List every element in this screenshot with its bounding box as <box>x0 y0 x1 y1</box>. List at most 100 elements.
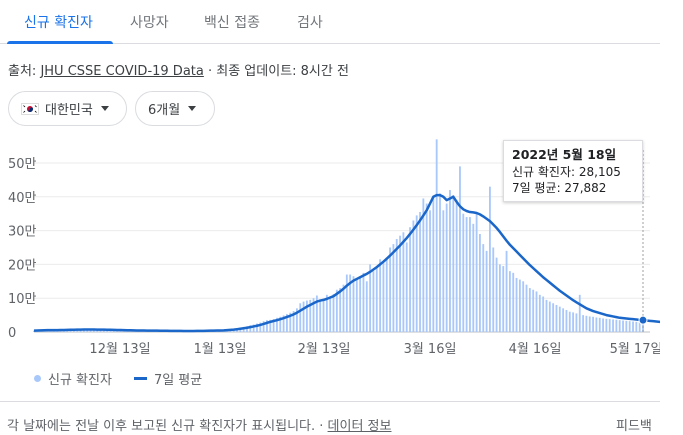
tab-deaths[interactable]: 사망자 <box>130 15 169 31</box>
case-bar <box>612 319 614 332</box>
case-bar <box>578 294 581 332</box>
period-dropdown[interactable]: 6개월 <box>135 91 215 126</box>
case-bar <box>249 325 252 332</box>
case-bar <box>352 276 355 332</box>
case-bar <box>282 315 285 332</box>
case-bar <box>325 294 328 332</box>
case-bar <box>522 281 525 332</box>
case-bar <box>272 319 275 332</box>
region-dropdown[interactable]: 대한민국 <box>8 91 127 126</box>
case-bar <box>588 316 591 332</box>
case-bar <box>568 311 571 332</box>
chart-legend: 신규 확진자 7일 평균 <box>34 369 202 388</box>
case-bar <box>252 324 255 332</box>
tab-tests[interactable]: 검사 <box>297 15 323 31</box>
case-bar <box>422 198 425 332</box>
x-tick-label: 12월 13일 <box>89 342 150 357</box>
case-bar <box>618 320 621 332</box>
footer-divider <box>0 401 660 402</box>
case-bar <box>469 217 471 332</box>
case-bar <box>345 274 348 332</box>
case-bar <box>89 329 92 332</box>
case-bar <box>362 272 365 332</box>
y-tick-label: 40만 <box>8 191 37 206</box>
case-bar <box>545 299 548 332</box>
case-bar <box>246 326 248 332</box>
case-bar <box>505 250 508 332</box>
korea-flag-icon <box>21 102 39 115</box>
tab-bar: 신규 확진자 사망자 백신 접종 검사 <box>0 0 660 44</box>
case-bar <box>535 291 538 332</box>
case-bar <box>452 195 455 332</box>
case-bar <box>279 316 282 332</box>
case-bar <box>592 316 594 332</box>
case-bar <box>598 317 601 332</box>
case-bar <box>562 308 565 332</box>
tooltip-date: 2022년 5월 18일 <box>512 147 617 162</box>
cases-chart[interactable]: 0 10만 20만 30만 40만 50만 12월 13일 1월 13일 2월 13일 3월 16… <box>0 130 660 360</box>
tooltip-average: 7일 평균: 27,882 <box>512 181 607 195</box>
tab-vaccinations[interactable]: 백신 접종 <box>204 15 260 31</box>
case-bar <box>585 315 588 332</box>
case-bar <box>605 318 608 332</box>
x-tick-label: 5월 17일 <box>610 342 660 357</box>
case-bar <box>635 321 638 332</box>
case-bar <box>302 301 305 332</box>
y-tick-label: 30만 <box>8 225 37 240</box>
case-bar <box>482 244 485 332</box>
source-line: 출처: JHU CSSE COVID-19 Data · 최종 업데이트: 8시… <box>8 60 349 79</box>
case-bar <box>628 321 631 332</box>
case-bar <box>319 301 322 332</box>
case-bar <box>435 139 438 332</box>
case-bar <box>342 284 345 332</box>
case-bar <box>299 303 302 332</box>
case-bar <box>638 322 641 332</box>
tab-new-cases[interactable]: 신규 확진자 <box>24 15 93 31</box>
case-bar <box>295 308 298 332</box>
case-bar <box>382 262 385 332</box>
case-bar <box>615 319 618 332</box>
case-bar <box>459 166 461 332</box>
case-bar <box>375 267 378 332</box>
case-bar <box>608 319 611 332</box>
y-tick-label: 0 <box>8 326 16 341</box>
case-bar <box>269 319 272 332</box>
case-bar <box>372 271 375 332</box>
source-link[interactable]: JHU CSSE COVID-19 Data <box>40 64 204 79</box>
case-bar <box>622 320 624 332</box>
case-bar <box>395 239 398 332</box>
case-bar <box>518 279 521 332</box>
case-bar <box>289 312 292 332</box>
active-tab-indicator <box>7 41 113 44</box>
case-bar <box>33 330 35 332</box>
case-bar <box>582 315 585 332</box>
case-bar <box>528 288 531 332</box>
case-bar <box>425 203 428 332</box>
case-bar <box>259 322 262 332</box>
case-bar <box>355 277 358 332</box>
case-bar <box>449 190 451 332</box>
legend-line-label: 7일 평균 <box>153 373 203 388</box>
case-bar <box>475 213 478 332</box>
case-bar <box>575 313 578 332</box>
case-bar <box>359 276 362 332</box>
update-info: · 최종 업데이트: 8시간 전 <box>203 64 349 79</box>
x-tick-label: 2월 13일 <box>298 342 351 357</box>
case-bar <box>489 186 491 332</box>
hover-point <box>638 315 648 325</box>
feedback-link[interactable]: 피드백 <box>616 419 652 434</box>
case-bar <box>625 320 628 332</box>
case-bar <box>479 233 481 332</box>
x-tick-label: 1월 13일 <box>194 342 247 357</box>
case-bar <box>572 312 575 332</box>
case-bar <box>322 299 325 332</box>
data-info-link[interactable]: 데이터 정보 <box>327 419 392 434</box>
case-bar <box>532 289 535 332</box>
case-bar <box>548 301 551 332</box>
case-bar <box>429 210 431 332</box>
case-bar <box>555 304 558 332</box>
case-bar <box>309 299 312 332</box>
case-bar <box>312 298 315 332</box>
case-bar <box>419 212 421 332</box>
y-tick-label: 10만 <box>8 292 37 307</box>
